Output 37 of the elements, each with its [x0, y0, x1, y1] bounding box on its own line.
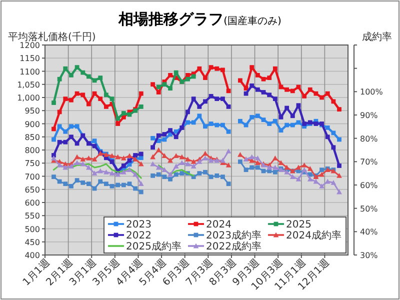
y-tick-label: 700 — [24, 172, 40, 182]
y-tick-label: 1150 — [20, 54, 40, 64]
y-tick-label: 1100 — [20, 67, 40, 76]
y-tick-label: 1,000 — [17, 94, 40, 102]
y-tick-label: 450 — [24, 238, 40, 247]
y2-tick-label: 60% — [360, 181, 378, 190]
y2-tick-label: 40% — [360, 228, 378, 237]
y2-tick-label: 70% — [360, 158, 378, 167]
y-tick-label: 850 — [24, 132, 40, 142]
y-tick-label: 800 — [24, 146, 40, 155]
y2-axis-title: 成約率 — [362, 31, 392, 43]
y-tick-label: 1,050 — [17, 80, 40, 90]
y-tick-label: 600 — [24, 198, 40, 208]
y2-tick-label: 90% — [360, 111, 378, 120]
legend-label: 2023 — [126, 220, 152, 230]
y2-tick-label: 50% — [360, 204, 378, 214]
y-tick-label: 900 — [24, 120, 40, 129]
legend-label: 2025成約率 — [126, 240, 182, 252]
legend-label: 2024 — [206, 220, 232, 230]
y-tick-label: 750 — [24, 159, 40, 168]
legend-label: 2023成約率 — [206, 230, 262, 242]
y-tick-label: 550 — [24, 212, 40, 221]
chart-subtitle: (国産車のみ) — [224, 15, 282, 27]
y2-tick-label: 30% — [360, 251, 378, 260]
y-tick-label: 650 — [24, 185, 40, 194]
y-tick-label: 1200 — [20, 41, 40, 50]
legend-label: 2022 — [126, 230, 152, 242]
y2-tick-label: 100% — [360, 88, 384, 97]
chart-title: 相場推移グラフ — [118, 10, 224, 28]
y-tick-label: 950 — [24, 106, 40, 116]
y-tick-label: 500 — [24, 224, 40, 234]
legend-label: 2024成約率 — [286, 230, 342, 242]
y2-tick-label: 80% — [360, 134, 378, 144]
y-tick-label: 400 — [24, 251, 40, 260]
y-axis-title: 平均落札価格(千円) — [8, 31, 96, 43]
legend-label: 2025 — [286, 220, 312, 230]
legend-label: 2022成約率 — [206, 240, 262, 252]
